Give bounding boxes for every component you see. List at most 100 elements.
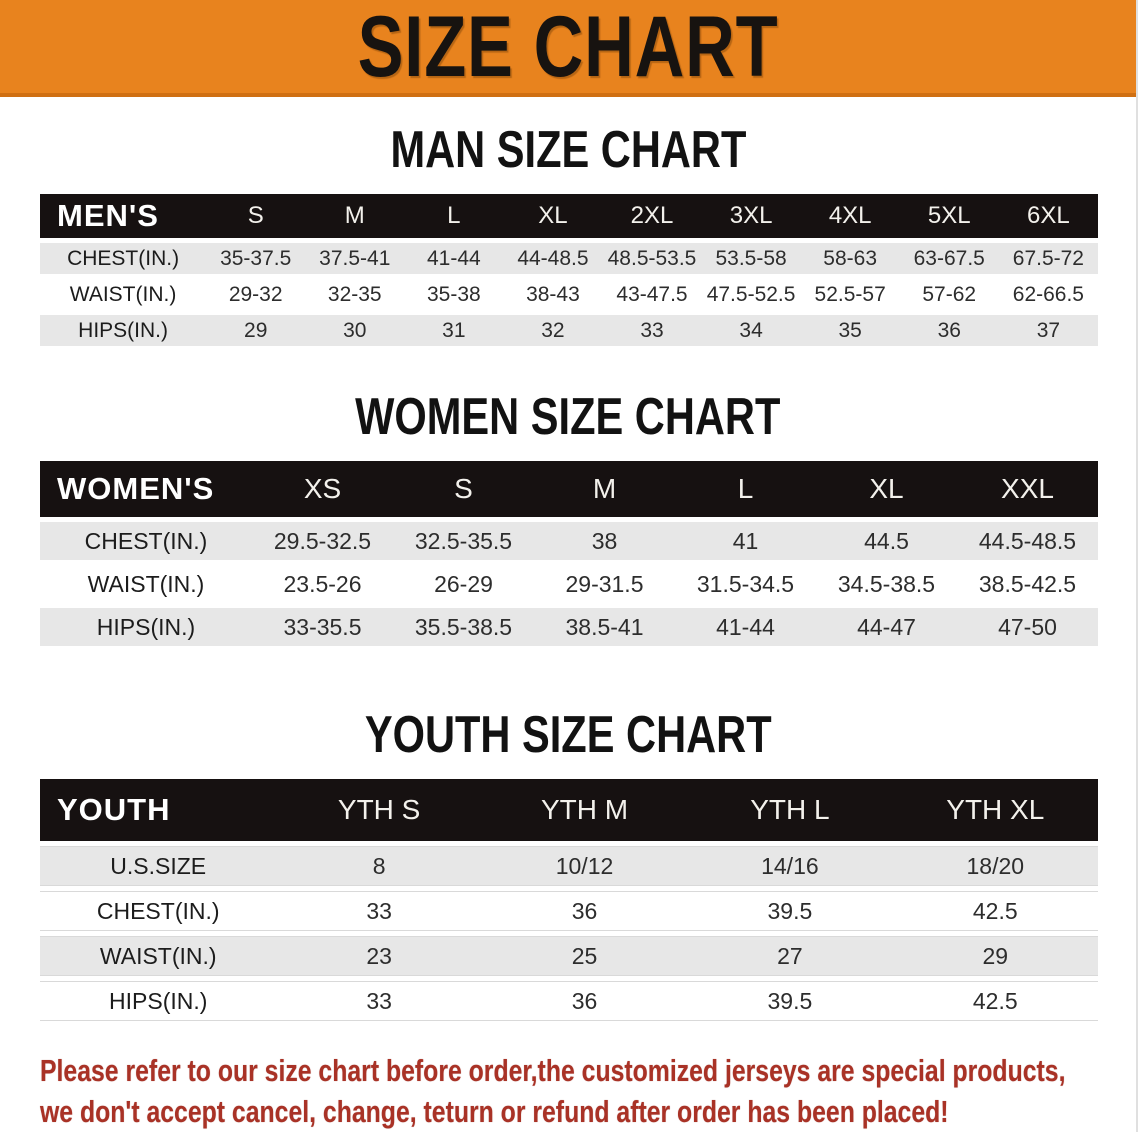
table-corner-label: WOMEN'S <box>40 461 252 517</box>
column-header: 4XL <box>800 194 900 238</box>
value-cell: 30 <box>305 315 405 346</box>
value-cell: 57-62 <box>899 279 999 310</box>
table-row: CHEST(IN.) 33 36 39.5 42.5 <box>40 891 1098 931</box>
column-header: L <box>404 194 504 238</box>
column-header: 2XL <box>602 194 702 238</box>
table-row: CHEST(IN.) 35-37.5 37.5-41 41-44 44-48.5 48.5… <box>40 243 1098 274</box>
value-cell: 47.5-52.5 <box>701 279 801 310</box>
row-label: CHEST(IN.) <box>40 243 207 274</box>
value-cell: 14/16 <box>687 846 893 886</box>
value-cell: 18/20 <box>892 846 1098 886</box>
value-cell: 35 <box>800 315 900 346</box>
column-header: XL <box>816 461 957 517</box>
column-header: S <box>206 194 306 238</box>
value-cell: 31 <box>404 315 504 346</box>
value-cell: 41-44 <box>404 243 504 274</box>
men-size-table: MEN'S S M L XL 2XL 3XL 4XL 5XL 6XL CHEST(IN.) 35-37… <box>40 189 1098 351</box>
value-cell: 33 <box>602 315 702 346</box>
men-section-title: MAN SIZE CHART <box>0 97 1136 176</box>
value-cell: 29-31.5 <box>534 565 675 603</box>
value-cell: 52.5-57 <box>800 279 900 310</box>
value-cell: 38 <box>534 522 675 560</box>
men-section-title-text: MAN SIZE CHART <box>390 121 746 179</box>
column-header: YTH S <box>276 779 482 841</box>
value-cell: 35.5-38.5 <box>393 608 534 646</box>
value-cell: 35-37.5 <box>206 243 306 274</box>
value-cell: 35-38 <box>404 279 504 310</box>
youth-section-title: YOUTH SIZE CHART <box>0 651 1136 761</box>
value-cell: 44-48.5 <box>503 243 603 274</box>
table-header-row: YOUTH YTH S YTH M YTH L YTH XL <box>40 779 1098 841</box>
women-size-table: WOMEN'S XS S M L XL XXL CHEST(IN.) 29.5-32.5 32.5… <box>40 456 1098 651</box>
value-cell: 38.5-42.5 <box>957 565 1098 603</box>
disclaimer-note: Please refer to our size chart before or… <box>40 1050 1136 1132</box>
value-cell: 33-35.5 <box>252 608 393 646</box>
value-cell: 8 <box>276 846 482 886</box>
value-cell: 27 <box>687 936 893 976</box>
table-row: HIPS(IN.) 29 30 31 32 33 34 35 36 37 <box>40 315 1098 346</box>
value-cell: 41 <box>675 522 816 560</box>
column-header: XS <box>252 461 393 517</box>
column-header: M <box>305 194 405 238</box>
value-cell: 29.5-32.5 <box>252 522 393 560</box>
row-label: HIPS(IN.) <box>40 315 207 346</box>
value-cell: 32-35 <box>305 279 405 310</box>
table-row: WAIST(IN.) 29-32 32-35 35-38 38-43 43-47.5 47.… <box>40 279 1098 310</box>
row-label: WAIST(IN.) <box>40 279 207 310</box>
table-header-row: WOMEN'S XS S M L XL XXL <box>40 461 1098 517</box>
value-cell: 10/12 <box>481 846 688 886</box>
value-cell: 38.5-41 <box>534 608 675 646</box>
value-cell: 44-47 <box>816 608 957 646</box>
value-cell: 36 <box>899 315 999 346</box>
value-cell: 37 <box>998 315 1098 346</box>
value-cell: 58-63 <box>800 243 900 274</box>
row-label: HIPS(IN.) <box>40 608 252 646</box>
table-row: U.S.SIZE 8 10/12 14/16 18/20 <box>40 846 1098 886</box>
value-cell: 42.5 <box>892 981 1098 1021</box>
value-cell: 62-66.5 <box>998 279 1098 310</box>
value-cell: 67.5-72 <box>998 243 1098 274</box>
disclaimer-line-2: we don't accept cancel, change, teturn o… <box>40 1094 949 1129</box>
banner: SIZE CHART <box>0 0 1136 97</box>
column-header: YTH M <box>481 779 688 841</box>
value-cell: 43-47.5 <box>602 279 702 310</box>
column-header: XXL <box>957 461 1098 517</box>
value-cell: 33 <box>276 981 482 1021</box>
table-corner-label: YOUTH <box>40 779 277 841</box>
value-cell: 53.5-58 <box>701 243 801 274</box>
value-cell: 41-44 <box>675 608 816 646</box>
value-cell: 47-50 <box>957 608 1098 646</box>
value-cell: 32 <box>503 315 603 346</box>
column-header: YTH XL <box>892 779 1098 841</box>
value-cell: 34 <box>701 315 801 346</box>
disclaimer-line-1: Please refer to our size chart before or… <box>40 1053 1066 1088</box>
women-section-title: WOMEN SIZE CHART <box>0 351 1136 443</box>
value-cell: 48.5-53.5 <box>602 243 702 274</box>
value-cell: 26-29 <box>393 565 534 603</box>
row-label: WAIST(IN.) <box>40 565 252 603</box>
value-cell: 29-32 <box>206 279 306 310</box>
row-label: HIPS(IN.) <box>40 981 277 1021</box>
table-row: HIPS(IN.) 33 36 39.5 42.5 <box>40 981 1098 1021</box>
value-cell: 23.5-26 <box>252 565 393 603</box>
value-cell: 31.5-34.5 <box>675 565 816 603</box>
table-row: WAIST(IN.) 23 25 27 29 <box>40 936 1098 976</box>
column-header: 6XL <box>998 194 1098 238</box>
value-cell: 42.5 <box>892 891 1098 931</box>
row-label: WAIST(IN.) <box>40 936 277 976</box>
value-cell: 39.5 <box>687 981 893 1021</box>
value-cell: 39.5 <box>687 891 893 931</box>
table-row: CHEST(IN.) 29.5-32.5 32.5-35.5 38 41 44.5 44.5… <box>40 522 1098 560</box>
value-cell: 38-43 <box>503 279 603 310</box>
banner-title: SIZE CHART <box>357 0 779 95</box>
table-row: WAIST(IN.) 23.5-26 26-29 29-31.5 31.5-34.5 34… <box>40 565 1098 603</box>
women-section-title-text: WOMEN SIZE CHART <box>355 388 781 446</box>
column-header: S <box>393 461 534 517</box>
value-cell: 29 <box>892 936 1098 976</box>
value-cell: 32.5-35.5 <box>393 522 534 560</box>
row-label: CHEST(IN.) <box>40 522 252 560</box>
column-header: 5XL <box>899 194 999 238</box>
column-header: L <box>675 461 816 517</box>
column-header: M <box>534 461 675 517</box>
